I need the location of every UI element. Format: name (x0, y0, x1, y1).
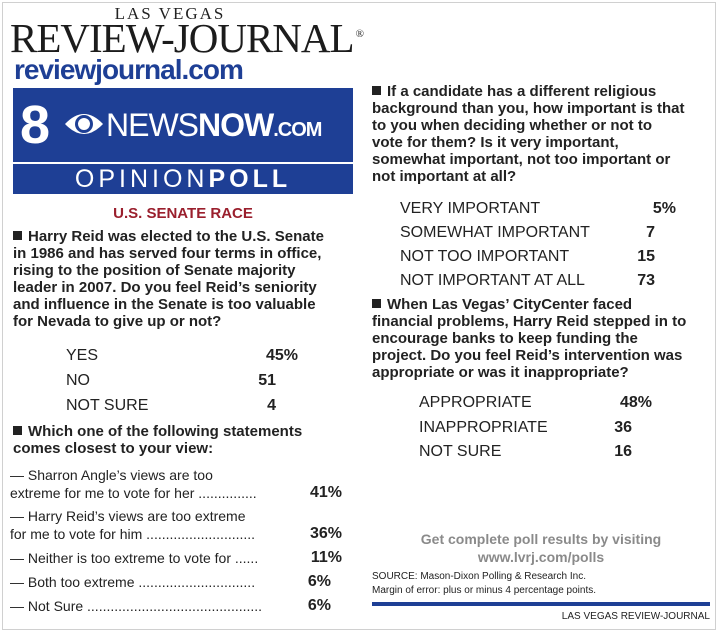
question-1-line: in 1986 and has served four terms in off… (13, 245, 322, 262)
more-results-note: Get complete poll results by visiting ww… (372, 530, 710, 566)
q1-answer-label: NOT SURE (66, 397, 149, 414)
question-4: When Las Vegas’ CityCenter faced financi… (372, 296, 717, 381)
bullet-square-icon (372, 299, 381, 308)
q1-answer-value: 4 (267, 397, 276, 414)
q1-answer-label: NO (66, 372, 90, 389)
question-4-line: financial problems, Harry Reid stepped i… (372, 313, 687, 330)
news-word: NEWS (106, 107, 199, 143)
question-3-line: background than you, how important is th… (372, 100, 685, 117)
q3-answer-value: 73 (637, 272, 655, 289)
q2-statement-line: — Neither is too extreme to vote for ...… (10, 550, 259, 566)
q1-answer-value: 45% (265, 347, 298, 364)
poll-results-link[interactable]: www.lvrj.com/polls (477, 549, 605, 565)
q2-statement-line: extreme for me to vote for her .........… (10, 485, 257, 501)
q1-answer-value: 51 (258, 372, 276, 389)
question-3-line: somewhat important, not too important or (372, 151, 671, 168)
bullet-square-icon (13, 231, 22, 240)
q2-answer-value: 11% (310, 549, 342, 566)
q4-answer-label: NOT SURE (419, 443, 502, 460)
question-2-line: comes closest to your view: (13, 440, 214, 457)
question-1-line: rising to the position of Senate majorit… (13, 262, 296, 279)
question-1-line: Harry Reid was elected to the U.S. Senat… (28, 228, 324, 245)
trademark-mark: ® (355, 28, 364, 41)
q4-answer-value: 16 (614, 443, 632, 460)
masthead-paper-name: REVIEW-JOURNAL (10, 15, 355, 61)
q2-statement-line: — Not Sure .............................… (10, 598, 263, 614)
q2-statement-line: — Both too extreme .....................… (10, 574, 256, 590)
question-1-line: and influence in the Senate is too valua… (13, 296, 316, 313)
q2-answer-value: 6% (307, 573, 331, 590)
q4-answer-value: 48% (619, 394, 652, 411)
source-line: SOURCE: Mason-Dixon Polling & Research I… (372, 571, 586, 582)
section-title: U.S. SENATE RACE (113, 205, 253, 222)
question-2-line: Which one of the following statements (28, 423, 303, 440)
question-4-line: project. Do you feel Reid’s intervention… (372, 347, 683, 364)
q1-answer-label: YES (66, 347, 99, 364)
masthead-city: LAS VEGAS (114, 4, 226, 23)
q2-statement-line: for me to vote for him .................… (10, 526, 256, 542)
q3-answer-label: SOMEWHAT IMPORTANT (400, 224, 590, 241)
q2-answer-value: 6% (307, 597, 331, 614)
opinion-word: OPINION (74, 165, 209, 193)
q2-statement-line: — Sharron Angle’s views are too (10, 467, 213, 483)
more-results-line: Get complete poll results by visiting (420, 531, 662, 547)
bullet-square-icon (13, 426, 22, 435)
question-1-line: leader in 2007. Do you feel Reid’s senio… (13, 279, 317, 296)
q3-answer-label: NOT IMPORTANT AT ALL (400, 272, 585, 289)
question-1: Harry Reid was elected to the U.S. Senat… (13, 228, 358, 330)
opinion-poll-bar: OPINIONPOLL (13, 164, 353, 194)
dotcom-word: .COM (273, 119, 322, 141)
source-note: SOURCE: Mason-Dixon Polling & Research I… (372, 570, 710, 598)
q2-answer-value: 36% (309, 525, 342, 542)
question-3-line: to you when deciding whether or not to (372, 117, 652, 134)
question-3: If a candidate has a different religious… (372, 83, 717, 185)
question-3-line: If a candidate has a different religious (387, 83, 657, 100)
q4-answer-label: APPROPRIATE (419, 394, 532, 411)
margin-of-error-line: Margin of error: plus or minus 4 percent… (372, 585, 596, 596)
credit-line: LAS VEGAS REVIEW-JOURNAL (561, 611, 710, 622)
poll-word: POLL (208, 165, 292, 193)
question-4-line: When Las Vegas’ CityCenter faced (387, 296, 633, 313)
question-3-line: vote for them? Is it very important, (372, 134, 619, 151)
question-2: Which one of the following statements co… (13, 423, 358, 457)
q3-answer-value: 5% (652, 200, 676, 217)
masthead-url: reviewjournal.com (14, 54, 244, 85)
question-3-line: not important at all? (372, 168, 517, 185)
q3-answer-value: 7 (646, 224, 655, 241)
question-4-line: encourage banks to keep funding the (372, 330, 638, 347)
bullet-square-icon (372, 86, 381, 95)
masthead-title: REVIEW-JOURNAL ® (10, 14, 364, 62)
q2-statement-line: — Harry Reid’s views are too extreme (10, 508, 246, 524)
q3-answer-label: VERY IMPORTANT (400, 200, 541, 217)
now-word: NOW (198, 107, 274, 143)
footer-rule (372, 602, 710, 606)
q4-answer-value: 36 (614, 419, 632, 436)
q4-answer-label: INAPPROPRIATE (419, 419, 548, 436)
channel-number: 8 (20, 95, 51, 155)
q3-answer-label: NOT TOO IMPORTANT (400, 248, 570, 265)
newsnow-logo: NEWSNOW.COM (106, 88, 322, 167)
question-1-line: for Nevada to give up or not? (13, 313, 222, 330)
q2-answer-value: 41% (309, 484, 342, 501)
cbs-eye-icon (65, 114, 103, 134)
question-4-line: appropriate or was it inappropriate? (372, 364, 629, 381)
q3-answer-value: 15 (637, 248, 655, 265)
